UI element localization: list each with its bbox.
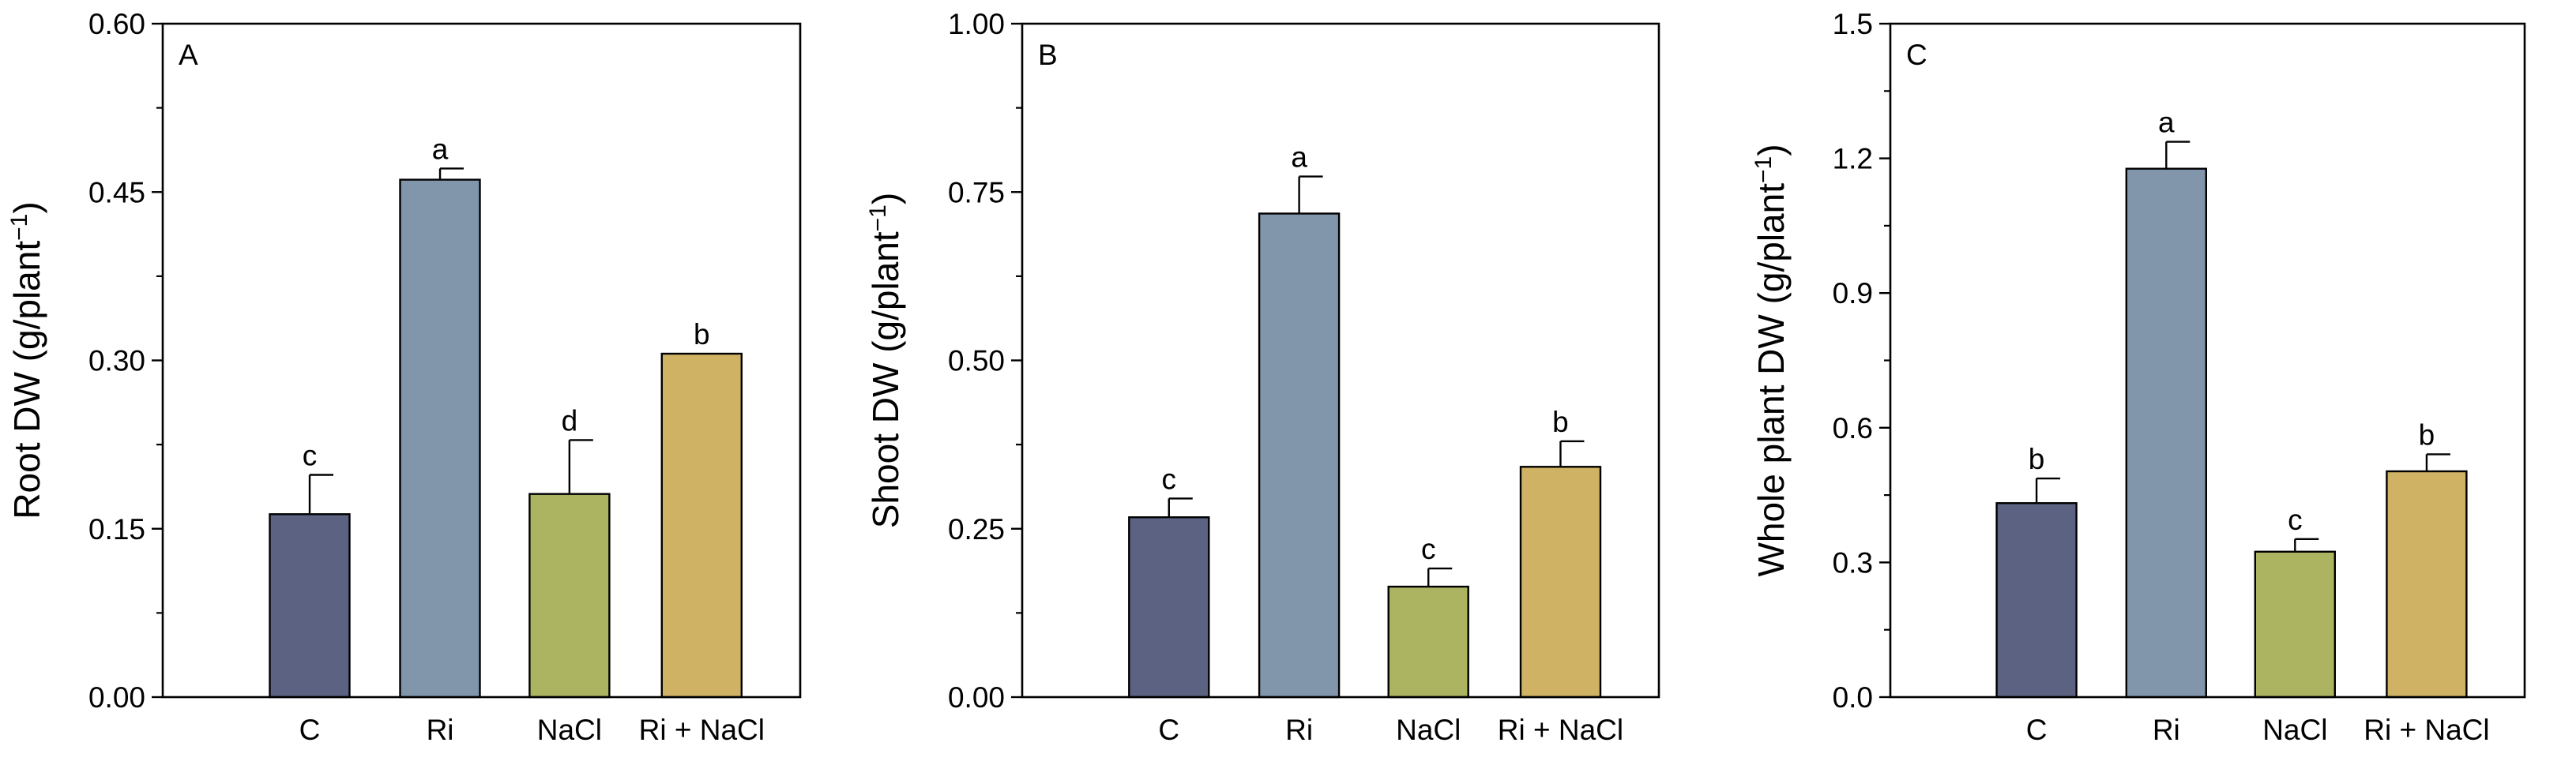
y-axis-title: Shoot DW (g/plant−1) — [865, 193, 906, 528]
y-tick-label: 1.2 — [1833, 143, 1873, 175]
panel-letter: B — [1038, 39, 1058, 71]
chart-panel-a: c Ca Ri d NaCl b Ri + NaCl 0.00 0.15 0.30 0.45 0.60… — [6, 8, 802, 746]
category-label: C — [2026, 714, 2048, 746]
significance-label: c — [1162, 463, 1177, 495]
y-tick-label: 0.9 — [1833, 277, 1873, 309]
y-tick-label: 0.75 — [948, 176, 1005, 208]
category-label: Ri + NaCl — [1498, 714, 1623, 746]
significance-label: c — [303, 440, 318, 472]
chart-panel-b: c Ca Ri c NaCl b Ri + NaCl 0.00 0.25 0.50 0.75 1.00… — [865, 8, 1660, 746]
significance-label: d — [562, 404, 578, 437]
bar-1 — [269, 513, 351, 699]
y-axis-title: Root DW (g/plant−1) — [6, 201, 47, 519]
y-tick-label: 0.50 — [948, 345, 1005, 377]
category-label: Ri + NaCl — [2364, 714, 2489, 746]
panel-letter: C — [1906, 39, 1927, 71]
significance-label: a — [1291, 141, 1307, 174]
significance-label: a — [2158, 107, 2175, 139]
y-tick-label: 0.25 — [948, 513, 1005, 546]
y-tick-label: 0.00 — [948, 681, 1005, 714]
y-tick-label: 0.15 — [88, 513, 145, 546]
bar-3 — [1387, 585, 1469, 699]
bar-2 — [1258, 212, 1341, 699]
panel-letter: A — [179, 39, 198, 71]
y-tick-label: 0.45 — [88, 176, 145, 208]
bar-2 — [2125, 167, 2208, 699]
category-label: C — [1158, 714, 1179, 746]
y-tick-label: 0.30 — [88, 345, 145, 377]
bar-1 — [1995, 502, 2078, 699]
significance-label: b — [1552, 406, 1569, 438]
y-tick-label: 0.00 — [88, 681, 145, 714]
y-tick-label: 0.6 — [1833, 412, 1873, 444]
bar-3 — [2254, 550, 2337, 699]
category-label: Ri + NaCl — [639, 714, 765, 746]
bar-3 — [528, 493, 611, 699]
significance-label: a — [432, 133, 449, 165]
y-tick-label: 0.60 — [88, 8, 145, 40]
bar-4 — [660, 352, 743, 699]
category-label: Ri — [427, 714, 454, 746]
y-tick-label: 1.00 — [948, 8, 1005, 40]
y-tick-label: 1.5 — [1833, 8, 1873, 40]
category-label: C — [299, 714, 321, 746]
category-label: NaCl — [2262, 714, 2327, 746]
significance-label: b — [694, 318, 710, 351]
category-label: NaCl — [537, 714, 602, 746]
y-tick-label: 0.3 — [1833, 546, 1873, 579]
significance-label: b — [2419, 418, 2435, 451]
y-axis-title: Whole plant DW (g/plant−1) — [1751, 144, 1792, 576]
bar-1 — [1128, 516, 1210, 699]
y-tick-label: 0.0 — [1833, 681, 1873, 714]
significance-label: c — [2288, 504, 2303, 536]
category-label: NaCl — [1396, 714, 1461, 746]
chart-panel-c: b Ca Ri c NaCl b Ri + NaCl 0.0 0.3 0.6 0.9 1.2 1.5 C W… — [1751, 8, 2526, 746]
category-label: Ri — [2153, 714, 2180, 746]
bar-4 — [2386, 470, 2468, 699]
significance-label: b — [2029, 443, 2045, 475]
bar-4 — [1519, 466, 1602, 699]
bar-2 — [399, 178, 481, 699]
significance-label: c — [1421, 533, 1436, 565]
category-label: Ri — [1285, 714, 1313, 746]
